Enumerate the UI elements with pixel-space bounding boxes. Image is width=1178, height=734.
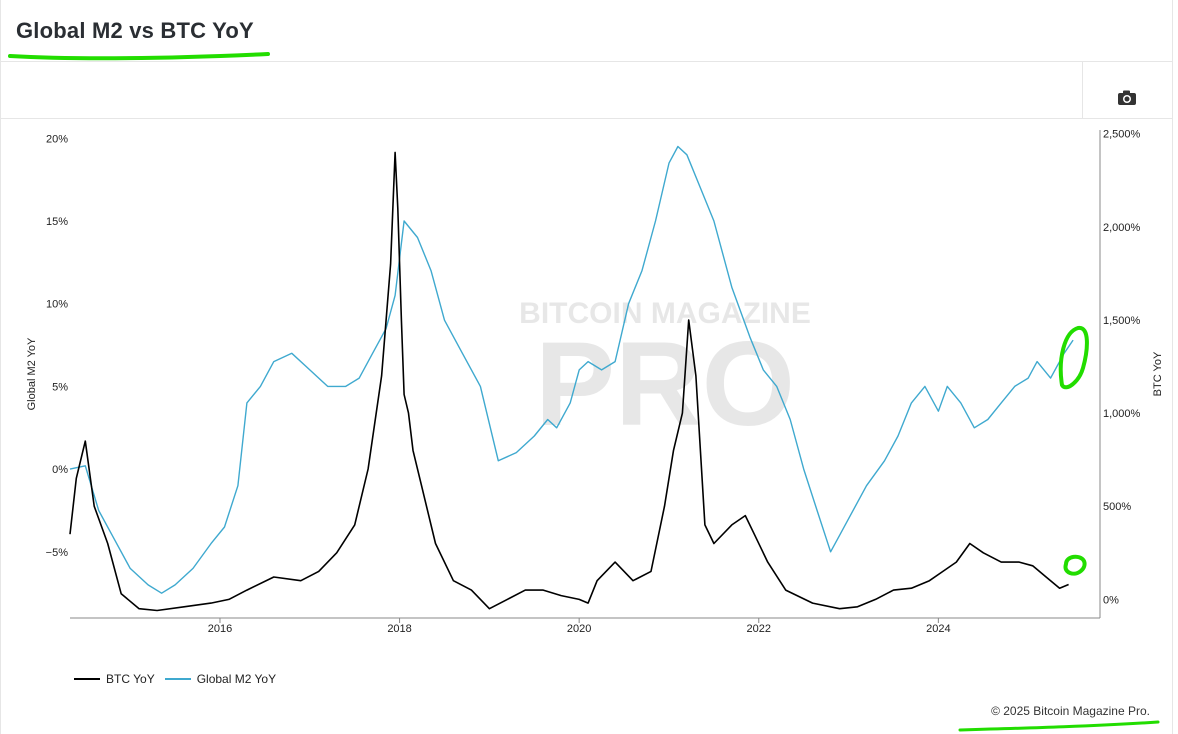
- x-tick-label: 2020: [567, 623, 591, 635]
- x-tick-label: 2018: [387, 623, 411, 635]
- title-underline-annotation: [8, 52, 270, 61]
- y-right-tick-label: 1,500%: [1103, 315, 1141, 327]
- watermark-line2: PRO: [535, 317, 795, 451]
- y-left-tick-label: 20%: [46, 133, 68, 145]
- x-ticks: 2016 2018 2020 2022 2024: [208, 618, 951, 635]
- frame-left-border: [0, 0, 1, 734]
- y-left-tick-label: 5%: [52, 381, 68, 393]
- legend: BTC YoY Global M2 YoY: [74, 672, 286, 686]
- y-right-tick-label: 2,500%: [1103, 129, 1141, 141]
- y-left-axis-title: Global M2 YoY: [26, 337, 38, 410]
- header-divider: [0, 61, 1172, 62]
- y-left-tick-label: 15%: [46, 216, 68, 228]
- x-tick-label: 2022: [747, 623, 771, 635]
- y-left-tick-label: −5%: [46, 547, 69, 559]
- watermark: BITCOIN MAGAZINE PRO: [519, 297, 811, 451]
- x-tick-label: 2024: [926, 623, 950, 635]
- frame-right-border: [1172, 0, 1173, 734]
- legend-item-m2[interactable]: Global M2 YoY: [164, 672, 277, 686]
- toolbar-divider: [0, 118, 1172, 119]
- m2-highlight-annotation: [1058, 326, 1089, 390]
- y-right-tick-label: 500%: [1103, 501, 1131, 513]
- y-right-tick-label: 2,000%: [1103, 222, 1141, 234]
- y-left-tick-label: 10%: [46, 299, 68, 311]
- y-right-axis-title: BTC YoY: [1152, 351, 1164, 396]
- y-right-tick-label: 0%: [1103, 594, 1119, 606]
- y-left-ticks: 20% 15% 10% 5% 0% −5%: [46, 133, 69, 559]
- watermark-line1: BITCOIN MAGAZINE: [519, 297, 811, 330]
- y-right-ticks: 2,500% 2,000% 1,500% 1,000% 500% 0%: [1103, 129, 1141, 607]
- legend-item-btc[interactable]: BTC YoY: [74, 672, 155, 686]
- series-btc-line: [69, 151, 1069, 612]
- copyright-text: © 2025 Bitcoin Magazine Pro.: [991, 704, 1150, 718]
- copyright-underline-annotation: [958, 720, 1160, 732]
- legend-swatch-m2: [164, 678, 191, 680]
- page-title: Global M2 vs BTC YoY: [16, 18, 254, 43]
- series-global-m2-line: [69, 145, 1074, 594]
- legend-label-btc: BTC YoY: [106, 672, 155, 686]
- camera-icon[interactable]: [1117, 88, 1137, 108]
- btc-highlight-annotation: [1063, 554, 1087, 576]
- legend-swatch-btc: [74, 678, 100, 680]
- x-tick-label: 2016: [208, 623, 232, 635]
- y-left-tick-label: 0%: [52, 464, 68, 476]
- toolbar-separator: [1082, 62, 1083, 118]
- legend-label-m2: Global M2 YoY: [196, 672, 277, 686]
- y-right-tick-label: 1,000%: [1103, 408, 1141, 420]
